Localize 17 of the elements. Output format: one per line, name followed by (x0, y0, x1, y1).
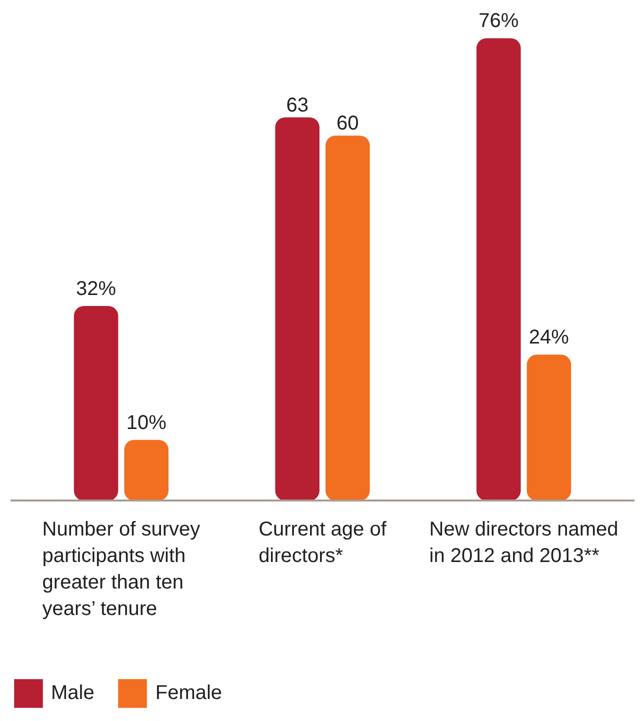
x-tick-label: Number of survey participants with greater than ten years’ tenure (42, 518, 200, 620)
bar (275, 117, 320, 501)
data-label: 32% (76, 278, 116, 300)
data-label: 24% (528, 326, 570, 349)
legend-label: Female (155, 682, 222, 704)
x-tick-label: Current age of directors* (258, 518, 387, 568)
bar (124, 440, 169, 501)
legend-label: Male (51, 682, 94, 704)
data-label: 76% (478, 10, 519, 32)
bar (74, 306, 118, 501)
data-label: 63 (286, 94, 308, 116)
bar (476, 38, 521, 501)
bar (326, 136, 370, 501)
bar (526, 354, 572, 501)
data-label: 60 (336, 112, 359, 135)
data-label: 10% (126, 412, 167, 434)
x-tick-label: New directors named in 2012 and 2013** (429, 518, 618, 568)
